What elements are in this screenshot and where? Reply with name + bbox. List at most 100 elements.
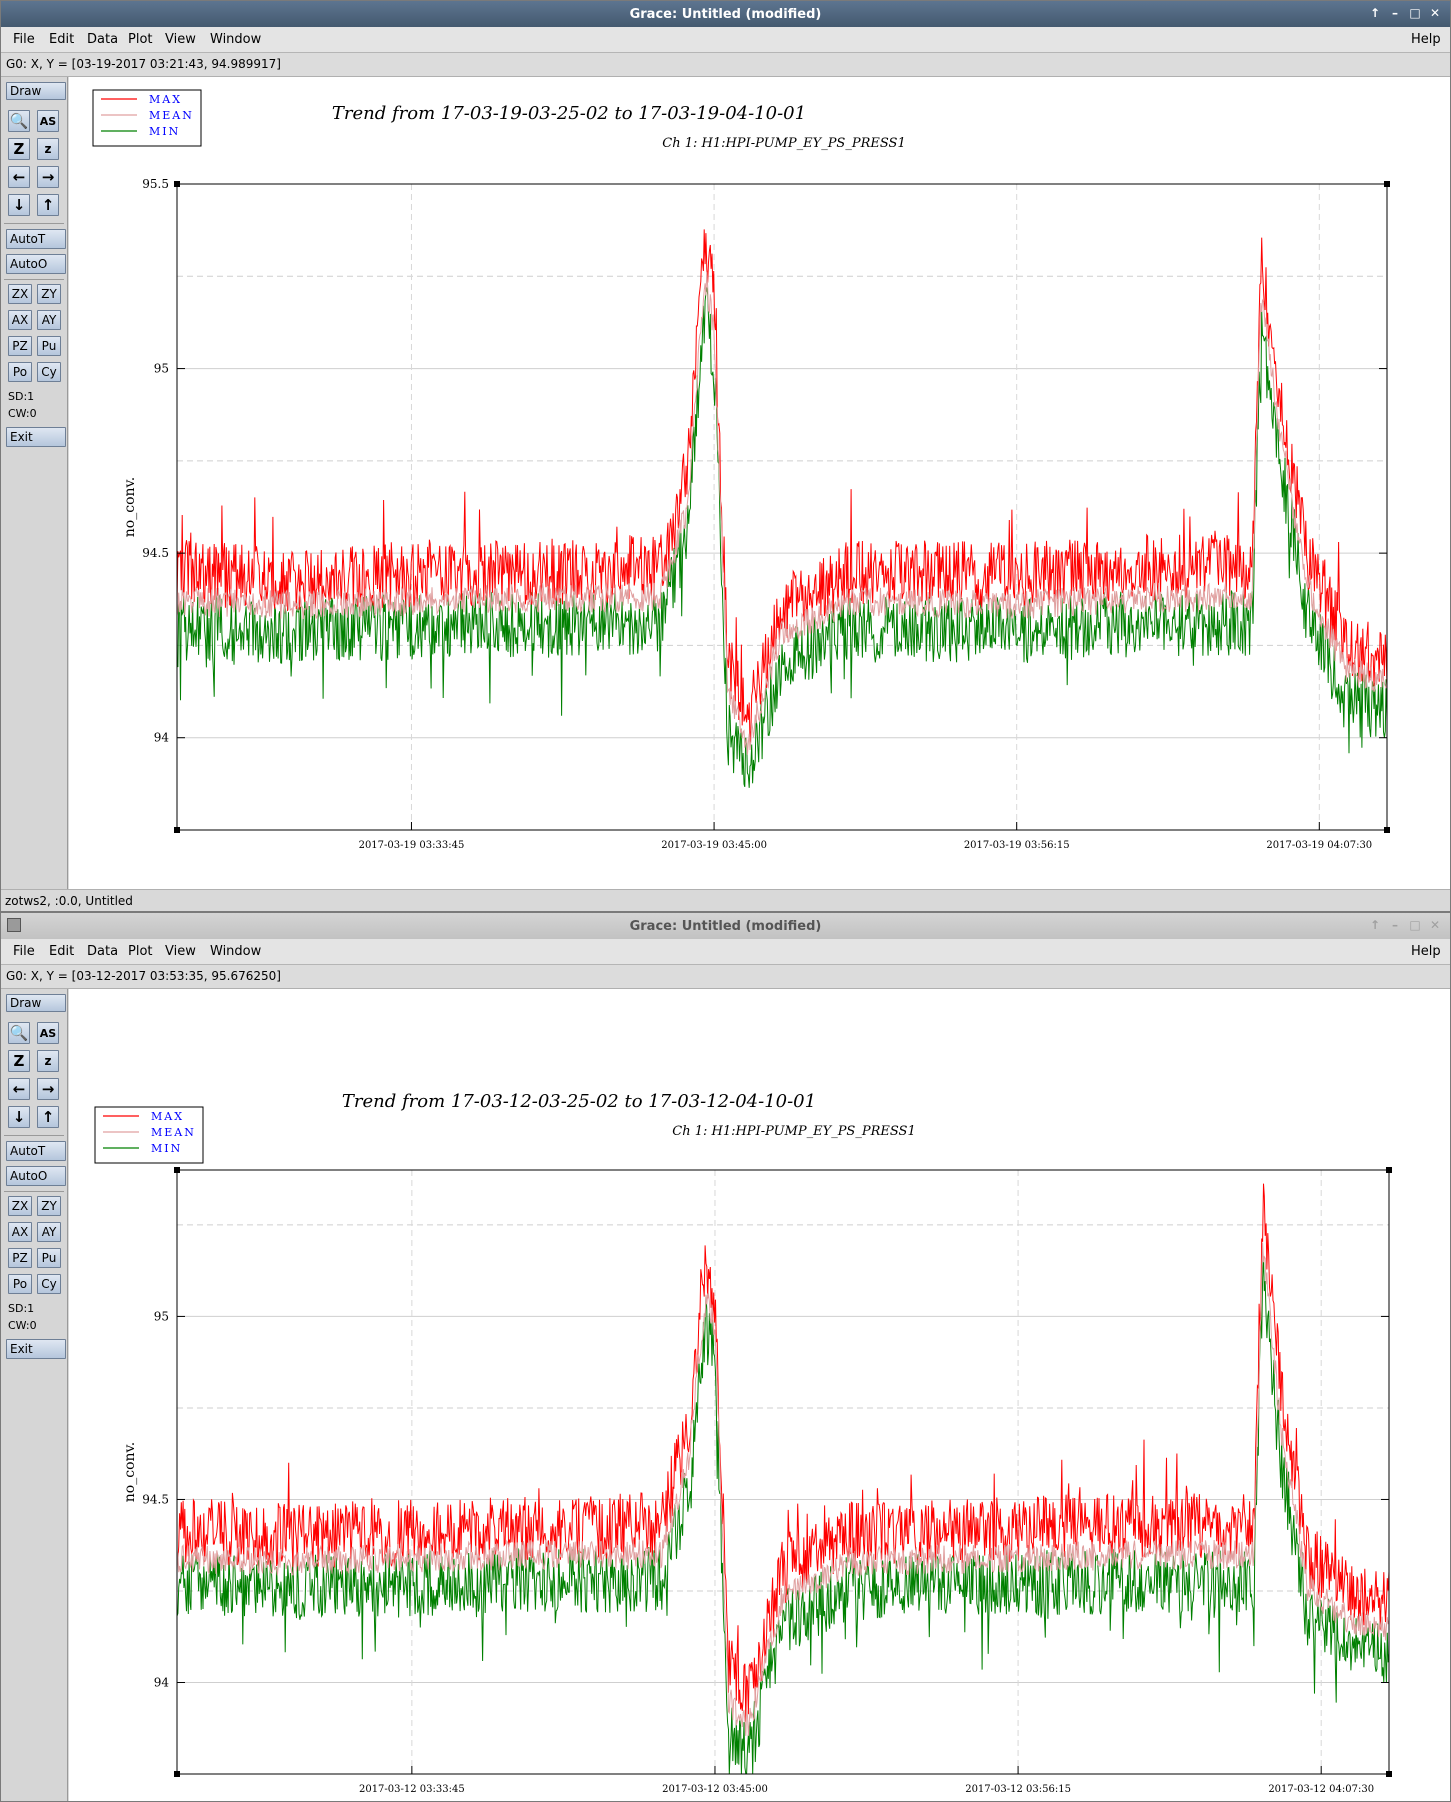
toolbar-divider — [4, 1191, 64, 1192]
menu-view[interactable]: View — [165, 32, 196, 47]
restore-icon[interactable]: □ — [1409, 6, 1421, 20]
autot-button[interactable]: AutoT — [6, 1141, 66, 1161]
pz-button[interactable]: PZ — [8, 336, 32, 356]
legend-label-mean: MEAN — [151, 1126, 196, 1139]
plot-frame — [176, 1169, 1390, 1775]
zoom-button[interactable]: 🔍 — [8, 110, 30, 132]
menu-file[interactable]: File — [13, 944, 35, 959]
scroll-left-button[interactable]: ← — [8, 1078, 30, 1100]
menu-window[interactable]: Window — [210, 32, 262, 47]
menu-edit[interactable]: Edit — [49, 32, 75, 47]
menu-plot[interactable]: Plot — [128, 32, 153, 47]
menu-help[interactable]: Help — [1411, 944, 1441, 959]
zoom-out-button[interactable]: z — [37, 138, 59, 160]
draw-button[interactable]: Draw — [6, 82, 66, 100]
pu-button[interactable]: Pu — [37, 336, 61, 356]
menu-window[interactable]: Window — [210, 944, 262, 959]
ax-button[interactable]: AX — [8, 310, 32, 330]
pu-button[interactable]: Pu — [37, 1248, 61, 1268]
pz-button[interactable]: PZ — [8, 1248, 32, 1268]
chart-title: Trend from 17-03-19-03-25-02 to 17-03-19… — [332, 103, 806, 124]
chart-title: Trend from 17-03-12-03-25-02 to 17-03-12… — [342, 1091, 816, 1112]
zoom-button[interactable]: 🔍 — [8, 1022, 30, 1044]
y-tick-label: 95 — [154, 1309, 169, 1323]
autoscale-icon: AS — [39, 114, 57, 128]
x-tick-label: 2017-03-19 03:56:15 — [964, 840, 1070, 851]
menu-file[interactable]: File — [13, 32, 35, 47]
autoscale-button[interactable]: AS — [37, 1022, 59, 1044]
autoo-button[interactable]: AutoO — [6, 1166, 66, 1186]
x-tick-label: 2017-03-12 03:45:00 — [662, 1784, 768, 1795]
minimize-icon[interactable]: – — [1392, 918, 1398, 932]
tool-panel: Draw 🔍 AS Z z ← → ↓ ↑ AutoT AutoO ZX ZY … — [1, 989, 68, 1801]
x-tick-label: 2017-03-19 04:07:30 — [1266, 840, 1372, 851]
y-tick-label: 94.5 — [142, 1492, 169, 1506]
scroll-down-button[interactable]: ↓ — [8, 194, 30, 216]
frame-corner-handle — [1386, 1771, 1392, 1777]
po-button[interactable]: Po — [8, 362, 32, 382]
autoscale-button[interactable]: AS — [37, 110, 59, 132]
current-world-label: CW:0 — [8, 407, 37, 420]
set-depth-label: SD:1 — [8, 390, 35, 403]
x-tick-label: 2017-03-12 03:56:15 — [965, 1784, 1071, 1795]
zoom-in-button[interactable]: Z — [8, 1050, 30, 1072]
frame-corner-handle — [174, 1771, 180, 1777]
ay-button[interactable]: AY — [37, 310, 61, 330]
scroll-down-button[interactable]: ↓ — [8, 1106, 30, 1128]
menu-data[interactable]: Data — [87, 32, 119, 47]
zx-button[interactable]: ZX — [8, 284, 32, 304]
autot-button[interactable]: AutoT — [6, 229, 66, 249]
window-titlebar[interactable]: Grace: Untitled (modified) ↑ – □ ✕ — [1, 913, 1450, 939]
minimize-icon[interactable]: – — [1392, 6, 1398, 20]
scroll-up-button[interactable]: ↑ — [37, 1106, 59, 1128]
scroll-up-button[interactable]: ↑ — [37, 194, 59, 216]
menu-data[interactable]: Data — [87, 944, 119, 959]
zy-button[interactable]: ZY — [37, 284, 61, 304]
po-button[interactable]: Po — [8, 1274, 32, 1294]
series-line-mean — [176, 272, 1388, 755]
series-line-min — [176, 287, 1388, 788]
exit-button[interactable]: Exit — [6, 427, 66, 447]
series-line-max — [176, 1183, 1390, 1722]
maximize-icon[interactable]: ↑ — [1369, 918, 1381, 932]
plot-canvas[interactable]: 94 94.5 95 95.5 2017-03-19 03:33:45 2017-03-1… — [69, 77, 1450, 889]
scroll-left-button[interactable]: ← — [8, 166, 30, 188]
frame-corner-handle — [174, 827, 180, 833]
legend-label-max: MAX — [151, 1110, 184, 1123]
scroll-right-button[interactable]: → — [37, 1078, 59, 1100]
series-line-min — [176, 1256, 1390, 1775]
scroll-right-button[interactable]: → — [37, 166, 59, 188]
zx-button[interactable]: ZX — [8, 1196, 32, 1216]
window-titlebar[interactable]: Grace: Untitled (modified) ↑ – □ ✕ — [1, 1, 1450, 27]
plot-frame — [176, 183, 1388, 831]
cy-button[interactable]: Cy — [37, 1274, 61, 1294]
arrow-up-icon: ↑ — [41, 1108, 55, 1126]
menu-view[interactable]: View — [165, 944, 196, 959]
restore-icon[interactable]: □ — [1409, 918, 1421, 932]
close-icon[interactable]: ✕ — [1429, 6, 1441, 20]
current-world-label: CW:0 — [8, 1319, 37, 1332]
arrow-down-icon: ↓ — [12, 196, 26, 214]
menu-edit[interactable]: Edit — [49, 944, 75, 959]
locator-readout: G0: X, Y = [03-12-2017 03:53:35, 95.6762… — [1, 965, 1450, 989]
menubar: File Edit Data Plot View Window Help — [1, 939, 1450, 965]
plot-canvas[interactable]: 94 94.5 95 2017-03-12 03:33:45 2017-03-12 03… — [69, 989, 1450, 1801]
ax-button[interactable]: AX — [8, 1222, 32, 1242]
zoom-in-icon: Z — [13, 1052, 25, 1070]
zy-button[interactable]: ZY — [37, 1196, 61, 1216]
close-icon[interactable]: ✕ — [1429, 918, 1441, 932]
x-tick-label: 2017-03-12 04:07:30 — [1268, 1784, 1374, 1795]
cy-button[interactable]: Cy — [37, 362, 61, 382]
zoom-in-button[interactable]: Z — [8, 138, 30, 160]
ay-button[interactable]: AY — [37, 1222, 61, 1242]
legend-label-min: MIN — [149, 125, 180, 138]
magnifier-icon: 🔍 — [9, 1024, 29, 1042]
maximize-icon[interactable]: ↑ — [1369, 6, 1381, 20]
window-title: Grace: Untitled (modified) — [629, 918, 822, 934]
zoom-out-button[interactable]: z — [37, 1050, 59, 1072]
menu-help[interactable]: Help — [1411, 32, 1441, 47]
draw-button[interactable]: Draw — [6, 994, 66, 1012]
exit-button[interactable]: Exit — [6, 1339, 66, 1359]
autoo-button[interactable]: AutoO — [6, 254, 66, 274]
menu-plot[interactable]: Plot — [128, 944, 153, 959]
